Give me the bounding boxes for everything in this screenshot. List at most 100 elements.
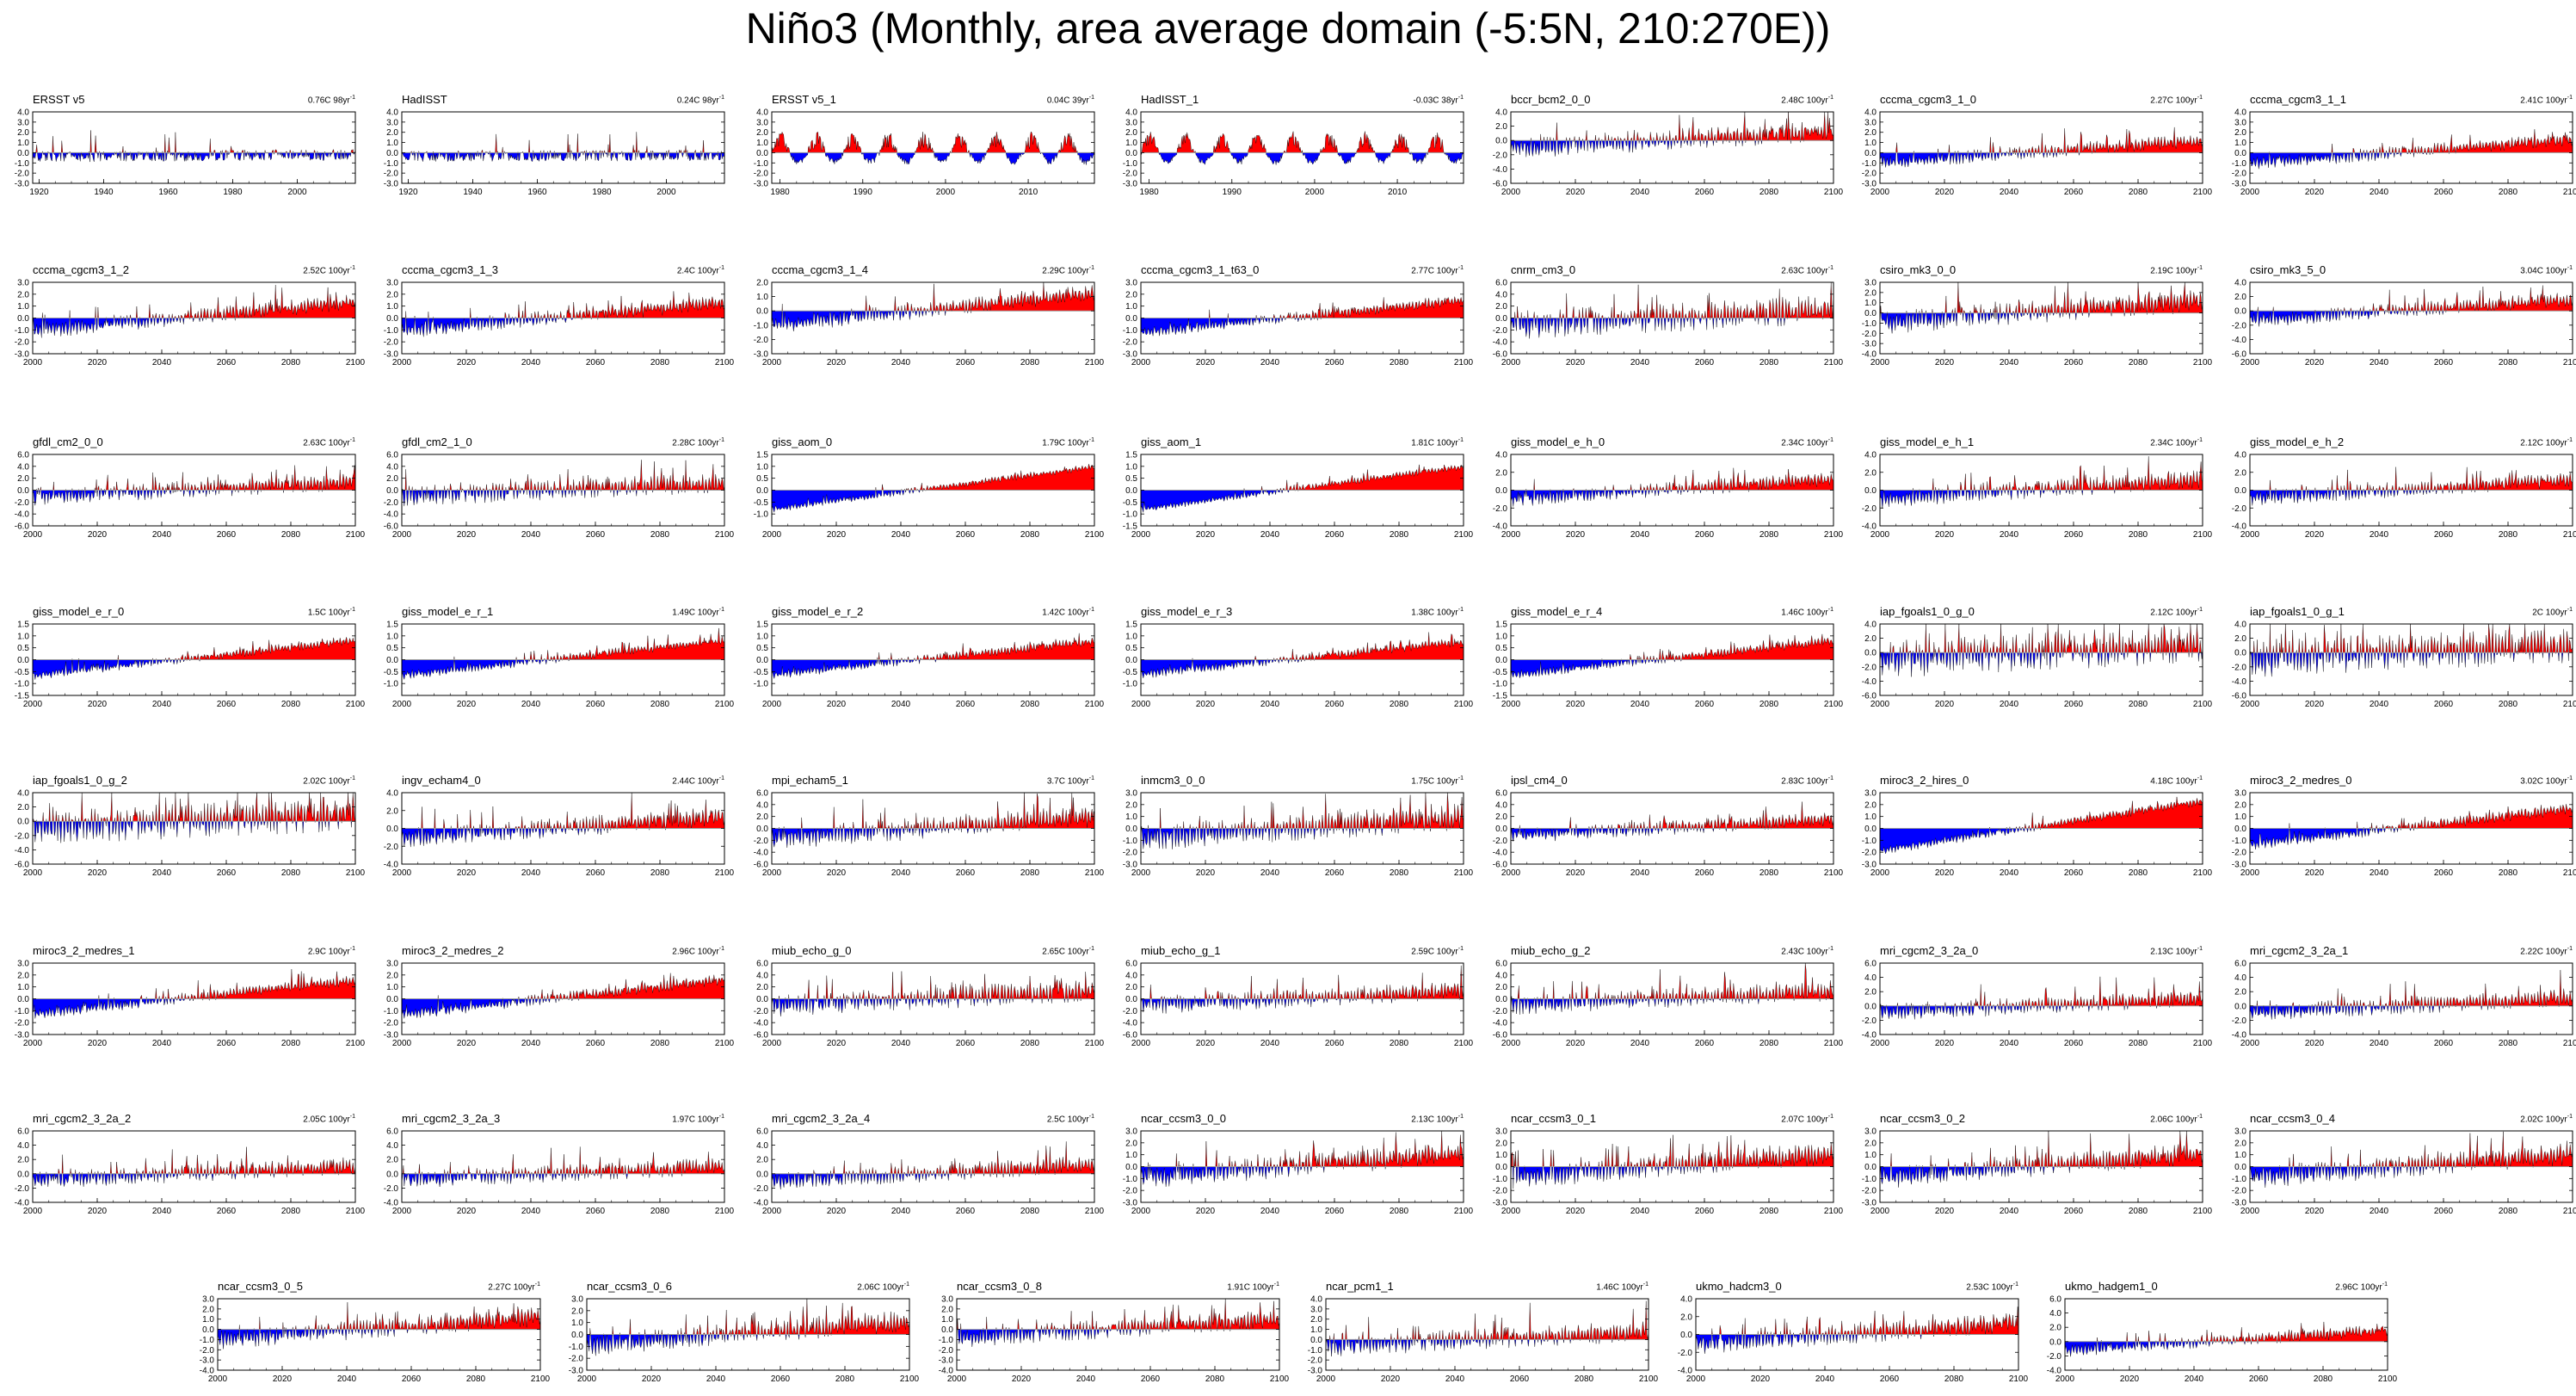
x-tick-label: 2100 — [2563, 188, 2576, 197]
y-tick-label: 4.0 — [386, 462, 398, 472]
y-tick-label: -3.0 — [15, 180, 30, 189]
x-tick-label: 2000 — [1131, 530, 1151, 540]
positive-anomaly-area — [1141, 1131, 1464, 1167]
y-tick-label: 0.0 — [2234, 825, 2246, 834]
x-tick-label: 1980 — [592, 188, 612, 197]
y-tick-label: -4.0 — [2232, 522, 2247, 532]
series-line — [1140, 792, 1464, 849]
x-tick-label: 2080 — [2129, 868, 2148, 878]
panel-trend-value: 2.12C 100yr — [2150, 608, 2197, 618]
panel-trend-value: 2.19C 100yr — [2150, 266, 2197, 276]
panel-trend-exponent: -1 — [1457, 607, 1464, 613]
y-tick-label: -3.0 — [1862, 340, 1877, 349]
negative-anomaly-area — [1880, 490, 2203, 509]
panel-label: miroc3_2_medres_2 — [402, 944, 504, 957]
panel-trend-exponent: -1 — [718, 1114, 724, 1120]
panel-trend-exponent: -1 — [2567, 607, 2573, 613]
y-tick-label: -1.0 — [754, 680, 769, 689]
x-tick-label: 2060 — [1695, 1207, 1715, 1216]
positive-anomaly-area — [1141, 965, 1464, 999]
y-tick-label: -3.0 — [2232, 861, 2247, 870]
panel-label: miroc3_2_medres_1 — [33, 944, 135, 957]
panel-label: cccma_cgcm3_1_3 — [402, 263, 498, 276]
x-tick-label: 2040 — [1260, 530, 1280, 540]
y-tick-label: 2.0 — [1125, 800, 1137, 810]
y-tick-label: 4.0 — [2234, 621, 2246, 630]
chart-panel: cccma_cgcm3_1_2 2.52C 100yr-1 3.0 2.0 1.0 0.0… — [15, 263, 366, 376]
y-tick-label: -2.0 — [1862, 170, 1877, 179]
y-tick-label: -4.0 — [754, 1019, 769, 1028]
y-tick-label: 1.0 — [17, 139, 29, 148]
y-tick-label: -2.0 — [1493, 1007, 1508, 1016]
negative-anomaly-area — [1141, 659, 1464, 678]
y-tick-label: -1.0 — [15, 680, 30, 689]
y-tick-label: 0.0 — [2234, 149, 2246, 158]
x-tick-label: 1990 — [854, 188, 873, 197]
x-tick-label: 2040 — [152, 358, 172, 368]
y-tick-label: -4.0 — [15, 510, 30, 520]
chart-panel: cccma_cgcm3_1_0 2.27C 100yr-1 4.0 3.0 2.0 1.0… — [1862, 93, 2213, 206]
y-tick-label: 0.5 — [386, 644, 398, 653]
panel-trend: 2.12C 100yr-1 — [2150, 607, 2203, 617]
chart-panel: inmcm3_0_0 1.75C 100yr-1 3.0 2.0 1.0 0.0 -1.0 -… — [1123, 774, 1474, 886]
panel-label: cccma_cgcm3_1_t63_0 — [1141, 263, 1260, 276]
chart-panel: ERSST v5_1 0.04C 39yr-1 4.0 3.0 2.0 1.0 0.0 -1.… — [754, 93, 1095, 206]
x-tick-label: 2020 — [827, 358, 847, 368]
x-tick-label: 2020 — [1566, 1039, 1586, 1048]
panel-label: ncar_ccsm3_0_6 — [587, 1280, 672, 1293]
y-tick-label: 1.0 — [756, 293, 768, 302]
y-tick-label: -4.0 — [754, 1199, 769, 1208]
panel-trend: 1.38C 100yr-1 — [1411, 607, 1464, 617]
series-line — [2249, 466, 2573, 506]
y-tick-label: -2.0 — [1123, 1007, 1138, 1016]
x-tick-label: 2040 — [1260, 358, 1280, 368]
panel-trend: 2.96C 100yr-1 — [2335, 1282, 2388, 1292]
x-tick-label: 2000 — [1501, 868, 1521, 878]
series-line — [32, 637, 356, 680]
positive-anomaly-area — [2250, 285, 2573, 312]
x-tick-label: 2080 — [1575, 1374, 1594, 1384]
panel-label: cnrm_cm3_0 — [1511, 263, 1576, 276]
x-tick-label: 2100 — [531, 1374, 551, 1384]
y-tick-label: 3.0 — [1864, 279, 1877, 288]
positive-anomaly-area — [402, 460, 724, 491]
y-tick-label: -1.0 — [1308, 1346, 1323, 1356]
y-tick-label: -2.0 — [1308, 1356, 1323, 1366]
plot-frame — [401, 111, 725, 184]
chart-panel: miroc3_2_medres_0 3.02C 100yr-1 3.0 2.0 1.0 0… — [2232, 774, 2576, 886]
y-tick-label: 2.0 — [17, 971, 29, 980]
x-tick-label: 1960 — [158, 188, 178, 197]
panel-trend: 2.29C 100yr-1 — [1042, 265, 1094, 275]
y-tick-label: 1.0 — [1864, 812, 1877, 822]
y-tick-label: 1.0 — [1495, 1151, 1507, 1160]
positive-anomaly-area — [1880, 796, 2203, 829]
y-tick-label: 1.0 — [1125, 632, 1137, 641]
x-tick-label: 2040 — [152, 1039, 172, 1048]
y-tick-label: 1.0 — [386, 139, 398, 148]
y-tick-label: 6.0 — [1495, 279, 1507, 288]
y-tick-label: 0.0 — [2234, 1002, 2246, 1011]
y-tick-label: 4.0 — [2234, 451, 2246, 460]
y-tick-label: -6.0 — [1493, 861, 1508, 870]
x-tick-label: 2100 — [1454, 700, 1474, 709]
chart-panel: mri_cgcm2_3_2a_2 2.05C 100yr-1 6.0 4.0 2.0 0.… — [15, 1112, 366, 1225]
negative-anomaly-area — [402, 828, 724, 848]
y-tick-label: 1.0 — [2234, 1151, 2246, 1160]
y-tick-label: 6.0 — [756, 1127, 768, 1137]
x-tick-label: 2020 — [273, 1374, 293, 1384]
x-tick-label: 2040 — [2000, 530, 2019, 540]
series-line — [771, 792, 1095, 849]
panel-trend-exponent: -1 — [1457, 775, 1464, 781]
x-tick-label: 2020 — [1935, 358, 1955, 368]
panel-trend-exponent: -1 — [1827, 265, 1833, 271]
panel-trend: 2.27C 100yr-1 — [2150, 95, 2203, 105]
panel-trend-value: 2.44C 100yr — [672, 776, 719, 787]
x-tick-label: 2080 — [2499, 1207, 2518, 1216]
y-tick-label: 3.0 — [2234, 118, 2246, 127]
x-tick-label: 2060 — [217, 1039, 237, 1048]
x-tick-label: 2040 — [152, 530, 172, 540]
y-tick-label: -4.0 — [384, 510, 399, 520]
